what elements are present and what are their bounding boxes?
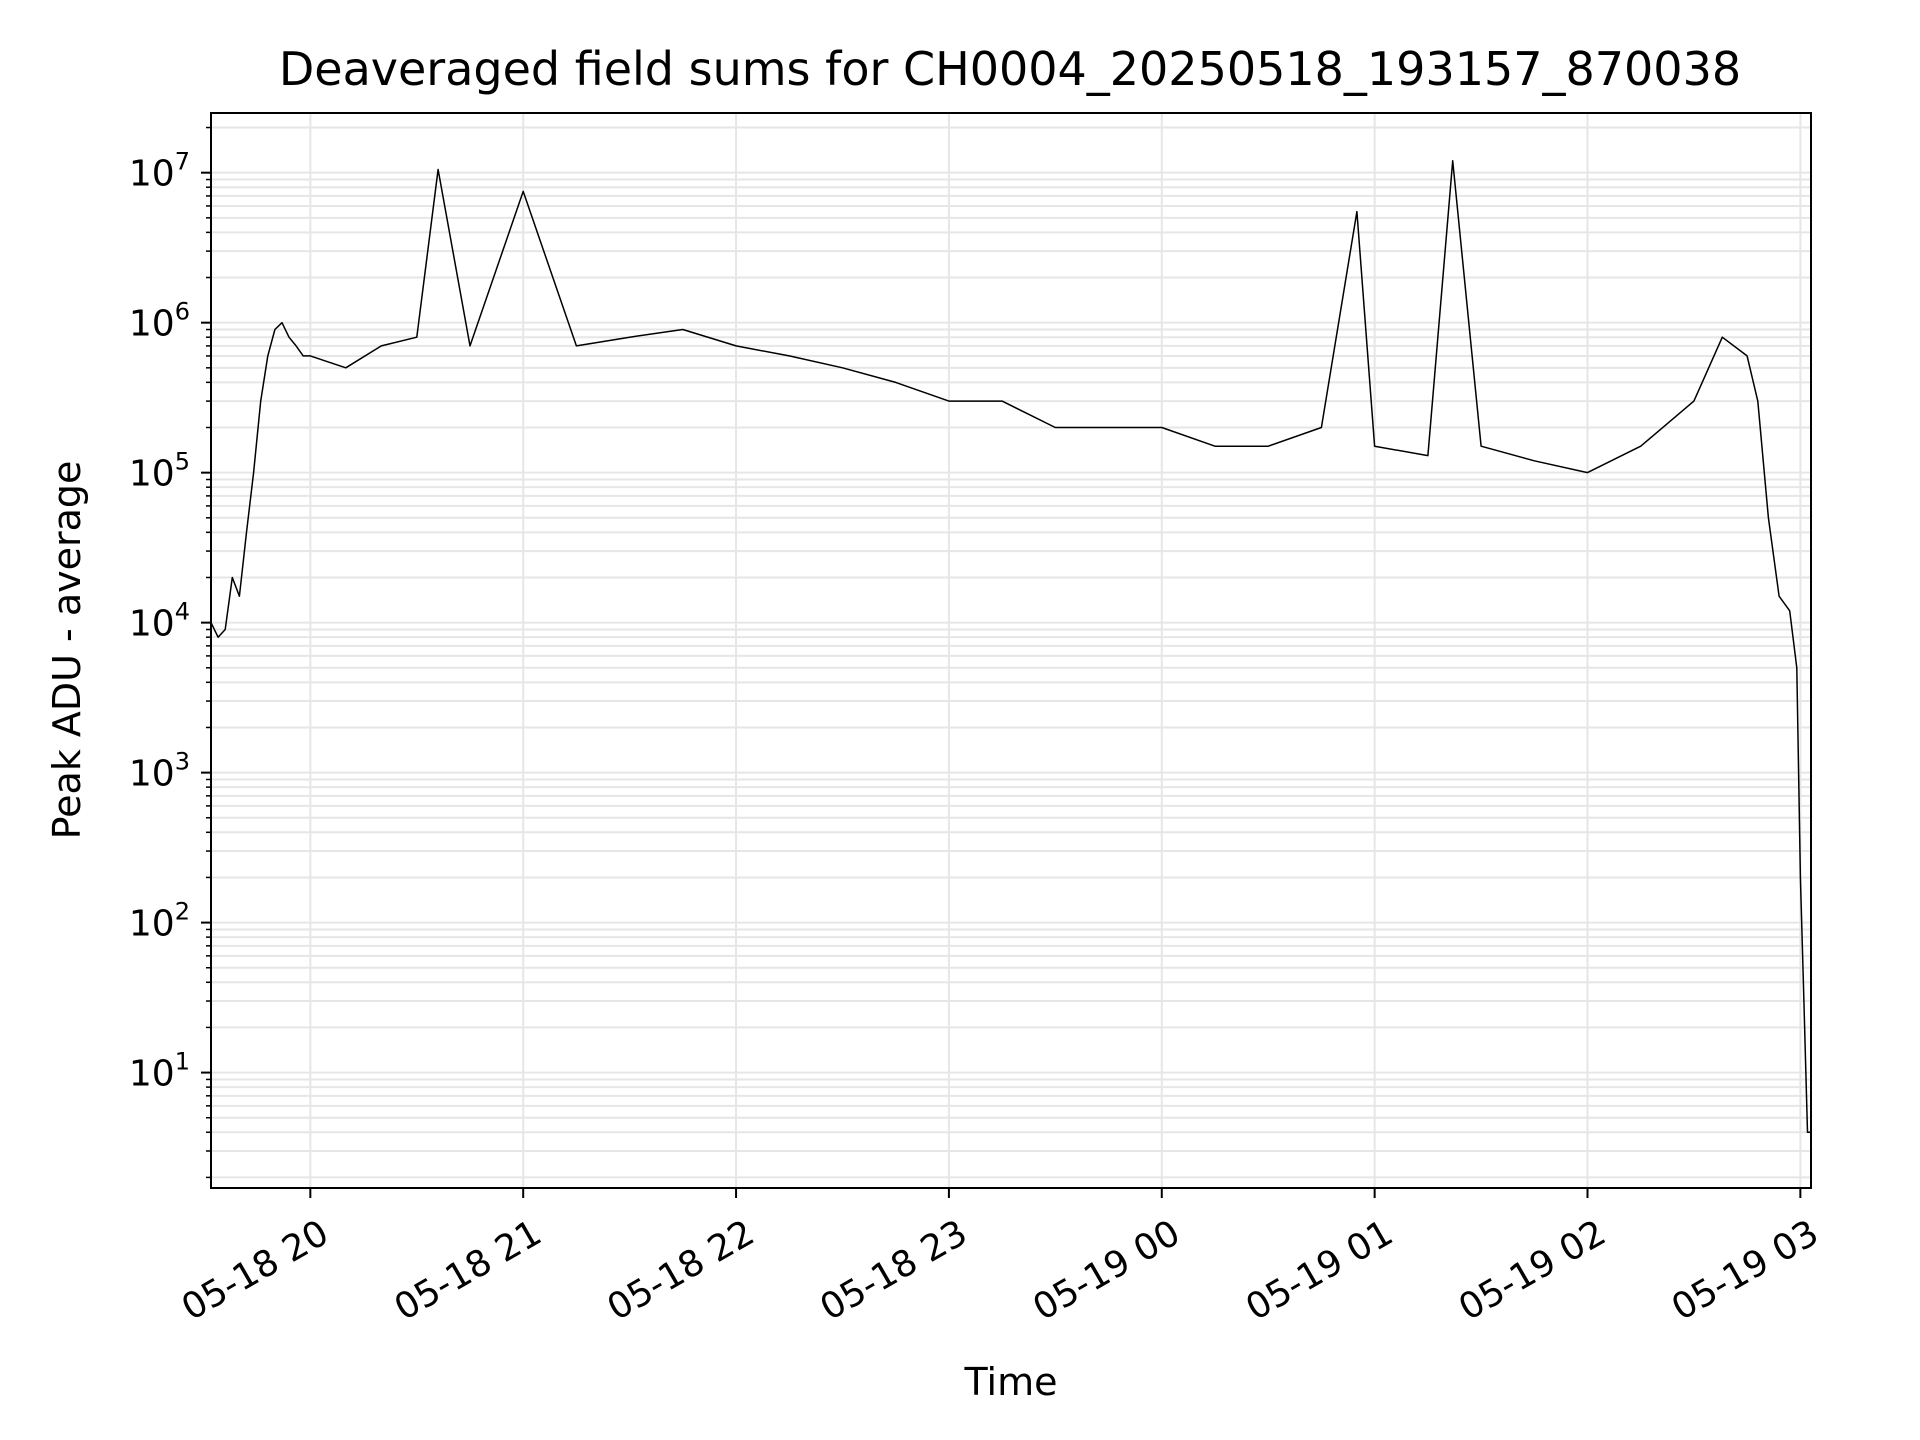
y-tick-exponent: 1	[175, 1048, 190, 1076]
y-tick-base: 10	[129, 1054, 175, 1095]
chart-title: Deaveraged field sums for CH0004_2025051…	[279, 42, 1741, 96]
data-series	[210, 160, 1811, 1134]
y-tick-exponent: 5	[175, 448, 190, 476]
y-tick-label: 106	[129, 298, 190, 345]
y-tick-label: 101	[129, 1048, 190, 1095]
y-tick-exponent: 4	[175, 598, 190, 626]
y-axis-label: Peak ADU - average	[45, 461, 89, 840]
y-tick-exponent: 2	[175, 898, 190, 926]
series-line	[210, 160, 1811, 1134]
x-axis-label: Time	[964, 1360, 1058, 1404]
y-tick-base: 10	[129, 304, 175, 345]
y-tick-label: 105	[129, 448, 190, 495]
y-tick-label: 103	[129, 748, 190, 795]
y-tick-base: 10	[129, 754, 175, 795]
y-tick-base: 10	[129, 154, 175, 195]
y-tick-label: 102	[129, 898, 190, 945]
grid	[211, 113, 1811, 1188]
y-tick-base: 10	[129, 604, 175, 645]
y-tick-base: 10	[129, 454, 175, 495]
y-tick-label: 107	[129, 148, 190, 195]
y-tick-label: 104	[129, 598, 190, 645]
y-tick-base: 10	[129, 904, 175, 945]
y-tick-exponent: 6	[175, 298, 190, 326]
y-tick-exponent: 7	[175, 148, 190, 176]
plot-frame	[210, 112, 1812, 1189]
y-tick-exponent: 3	[175, 748, 190, 776]
